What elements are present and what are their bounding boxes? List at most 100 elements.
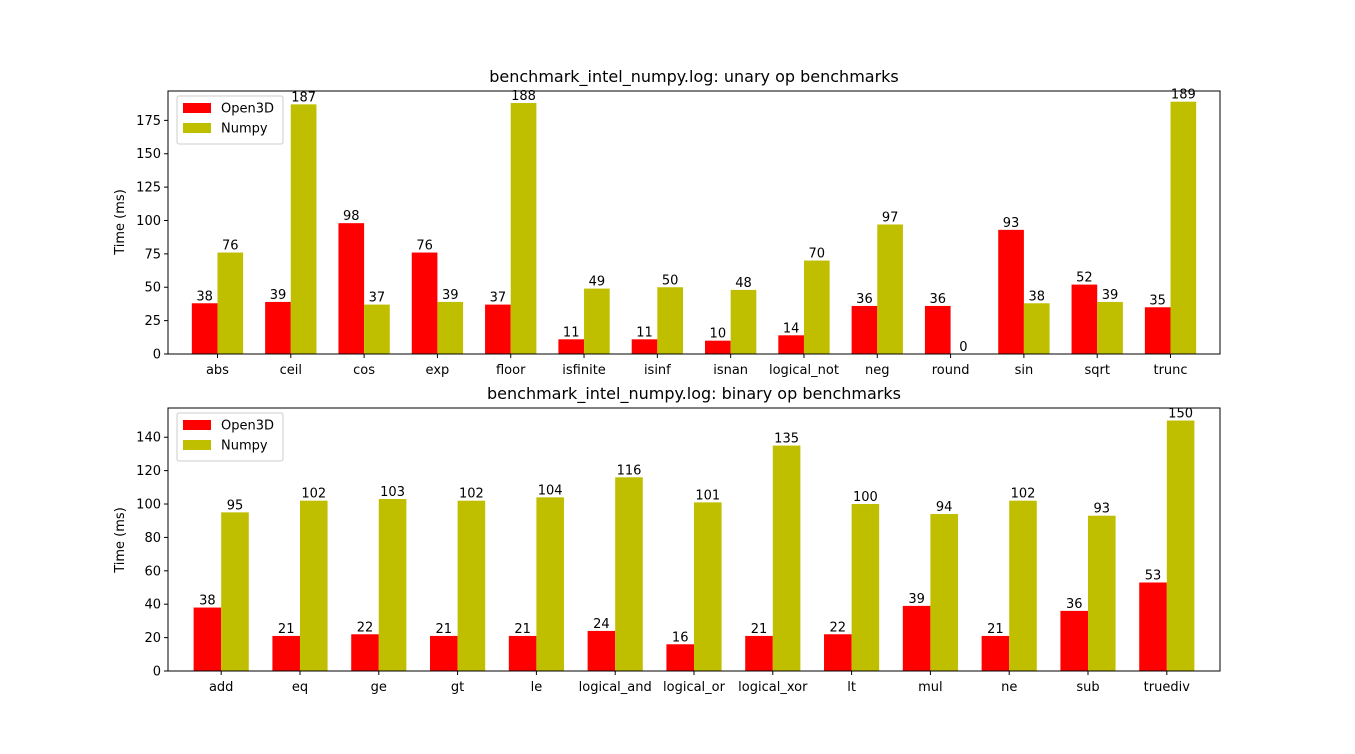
binary-x-tick-label: le [531,680,543,695]
binary-data-label-numpy-logical_xor: 135 [774,432,799,447]
unary-bar-numpy-cos [364,304,390,354]
unary-x-tick-label: abs [206,363,229,378]
binary-data-label-open3d-mul: 39 [908,592,925,607]
binary-legend: Open3D Numpy [176,412,284,462]
unary-bar-numpy-ceil [290,104,317,354]
binary-bar-numpy-logical_and [615,477,643,671]
unary-bar-open3d-neg [851,305,878,354]
binary-x-tick-label: truediv [1144,680,1191,695]
unary-plot-frame [167,90,1221,355]
unary-data-label-open3d-round: 36 [929,292,946,307]
binary-data-label-numpy-gt: 102 [459,487,484,502]
binary-data-label-numpy-mul: 94 [936,500,953,515]
unary-bar-open3d-trunc [1144,307,1171,354]
unary-data-label-open3d-cos: 98 [343,209,360,224]
binary-data-label-open3d-ne: 21 [987,622,1004,637]
unary-bar-open3d-isnan [705,340,731,354]
unary-bar-open3d-logical_not [778,335,804,354]
unary-x-tick-label: isinf [644,363,671,378]
binary-y-ticks: 0 20 40 60 80 100 120 140 [136,431,168,680]
unary-legend-swatch-open3d [183,103,211,113]
unary-bars [191,101,1197,355]
binary-legend-label-numpy: Numpy [221,439,268,454]
binary-data-label-numpy-truediv: 150 [1168,407,1193,422]
binary-data-label-open3d-eq: 21 [278,622,295,637]
binary-bar-numpy-logical_or [694,502,722,671]
unary-bar-numpy-exp [437,301,464,354]
unary-data-label-numpy-floor: 188 [511,89,536,104]
binary-op-chart: benchmark_intel_numpy.log: binary op ben… [113,384,1221,695]
unary-bar-open3d-ceil [265,301,291,354]
unary-data-label-numpy-exp: 39 [442,288,459,303]
binary-y-tick-label: 40 [144,598,161,613]
unary-y-tick-label: 0 [153,348,161,363]
unary-bar-open3d-isinf [631,339,658,354]
binary-bar-open3d-logical_and [587,630,616,671]
unary-bar-open3d-floor [485,304,511,354]
binary-x-tick-label: logical_xor [738,680,808,695]
unary-bar-open3d-abs [191,303,218,354]
unary-data-label-open3d-neg: 36 [856,292,873,307]
binary-bar-numpy-add [221,512,249,671]
binary-data-label-open3d-logical_and: 24 [593,617,610,632]
binary-data-label-numpy-logical_and: 116 [617,463,642,478]
unary-y-tick-label: 75 [144,247,161,262]
unary-x-ticks: abs ceil cos exp floor isfinite isinf isnan logi… [206,354,1188,378]
binary-bar-open3d-le [508,635,537,671]
binary-x-tick-label: gt [451,680,464,695]
binary-bar-numpy-gt [457,500,486,671]
unary-data-label-numpy-isinf: 50 [662,273,679,288]
unary-bar-open3d-round [924,305,951,354]
unary-bar-numpy-abs [217,252,244,354]
unary-data-labels: 38 39 98 76 37 11 11 10 14 36 36 93 52 35 76 187 37 39 188… [196,88,1195,355]
binary-bars [193,420,1195,671]
binary-bar-open3d-gt [430,635,458,671]
unary-bar-numpy-isfinite [584,288,610,354]
binary-data-label-open3d-gt: 21 [436,622,453,637]
binary-data-label-open3d-le: 21 [514,622,531,637]
binary-data-label-open3d-logical_or: 16 [672,630,689,645]
unary-bar-open3d-sqrt [1071,284,1098,354]
binary-bar-numpy-ne [1009,500,1037,671]
binary-y-tick-label: 60 [144,564,161,579]
unary-data-label-open3d-exp: 76 [416,239,433,254]
unary-y-tick-label: 100 [136,214,161,229]
unary-data-label-numpy-sqrt: 39 [1102,288,1119,303]
binary-bar-open3d-lt [824,634,852,671]
unary-op-chart: benchmark_intel_numpy.log: unary op benc… [113,67,1221,378]
binary-bar-open3d-add [193,607,222,671]
unary-data-label-open3d-isnan: 10 [710,327,727,342]
binary-data-label-numpy-logical_or: 101 [695,488,720,503]
unary-x-tick-label: cos [353,363,375,378]
binary-data-label-open3d-lt: 22 [830,620,847,635]
binary-data-label-open3d-sub: 36 [1066,597,1083,612]
binary-data-label-open3d-truediv: 53 [1145,569,1162,584]
binary-x-tick-label: sub [1076,680,1099,695]
unary-y-ticks: 0 25 50 75 100 125 150 175 [136,114,168,363]
binary-x-tick-label: add [209,680,233,695]
binary-bar-numpy-sub [1088,515,1116,671]
unary-bar-open3d-exp [411,252,438,354]
binary-x-ticks: add eq ge gt le logical_and logical_or logical_… [209,671,1190,695]
unary-bar-open3d-cos [338,223,365,354]
binary-x-tick-label: logical_and [579,680,652,695]
unary-y-tick-label: 150 [136,147,161,162]
unary-data-label-numpy-isfinite: 49 [589,275,606,290]
binary-data-label-numpy-lt: 100 [853,490,878,505]
unary-x-tick-label: exp [426,363,450,378]
unary-x-tick-label: sin [1015,363,1034,378]
binary-bar-numpy-logical_xor [772,445,801,671]
unary-legend: Open3D Numpy [176,95,284,145]
binary-bar-numpy-truediv [1166,420,1195,671]
unary-data-label-numpy-trunc: 189 [1171,88,1196,103]
binary-plot-frame [167,407,1221,672]
unary-data-label-open3d-floor: 37 [490,291,507,306]
binary-x-tick-label: eq [292,680,308,695]
binary-bar-numpy-ge [378,499,407,671]
binary-bar-open3d-eq [272,635,300,671]
binary-bar-open3d-ne [981,635,1010,671]
binary-data-labels: 38 21 22 21 21 24 16 21 22 39 21 36 53 95 102 103 102 104… [199,407,1193,646]
binary-data-label-open3d-logical_xor: 21 [751,622,768,637]
unary-data-label-open3d-isfinite: 11 [563,325,580,340]
binary-y-tick-label: 100 [136,498,161,513]
